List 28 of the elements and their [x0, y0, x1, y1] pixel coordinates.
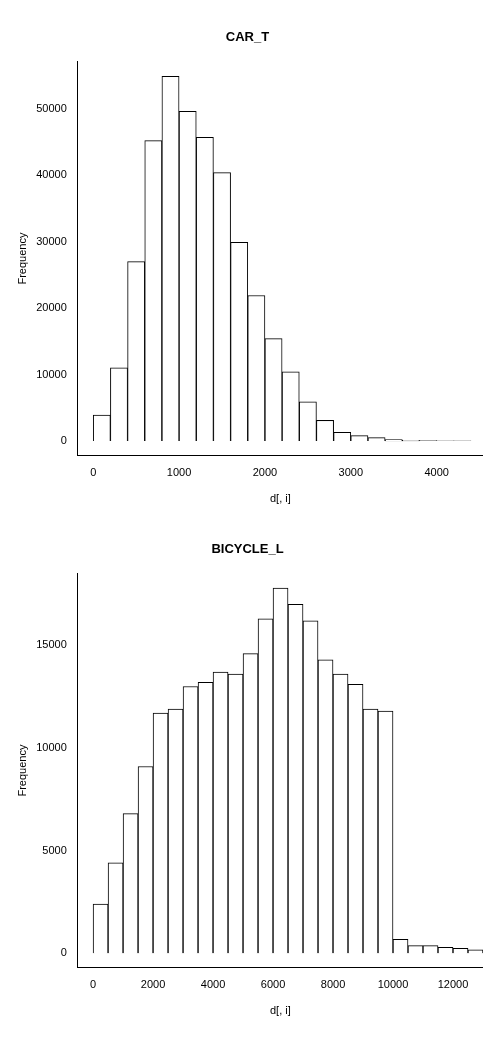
x-tick-label: 10000	[377, 978, 409, 991]
y-tick-label: 0	[60, 946, 67, 959]
x-tick-label: 0	[90, 978, 97, 991]
x-tick-label: 4000	[200, 978, 226, 991]
x-tick-label: 2000	[140, 978, 166, 991]
y-tick-label: 0	[60, 434, 67, 447]
chart-title: CAR_T	[225, 29, 270, 45]
x-axis-title: d[, i]	[270, 492, 291, 505]
x-axis-title: d[, i]	[270, 1004, 291, 1017]
y-tick-label: 40000	[36, 168, 67, 181]
x-tick-label: 6000	[260, 978, 286, 991]
y-tick-label: 15000	[36, 638, 67, 651]
y-tick-label: 5000	[42, 843, 67, 856]
x-tick-label: 1000	[166, 466, 192, 479]
x-tick-label: 3000	[338, 466, 364, 479]
x-tick-label: 12000	[437, 978, 469, 991]
x-tick-label: 4000	[424, 466, 449, 479]
chart-title: BICYCLE_L	[211, 541, 284, 557]
y-axis-title: Frequency	[15, 232, 28, 285]
x-tick-label: 2000	[252, 466, 278, 479]
y-tick-label: 10000	[36, 741, 67, 754]
x-tick-label: 0	[90, 466, 97, 479]
y-tick-label: 50000	[36, 101, 67, 114]
y-axis-title: Frequency	[15, 744, 28, 797]
x-tick-label: 8000	[320, 978, 346, 991]
y-tick-label: 20000	[36, 301, 67, 314]
y-tick-label: 30000	[36, 234, 67, 247]
y-tick-label: 10000	[36, 367, 67, 380]
